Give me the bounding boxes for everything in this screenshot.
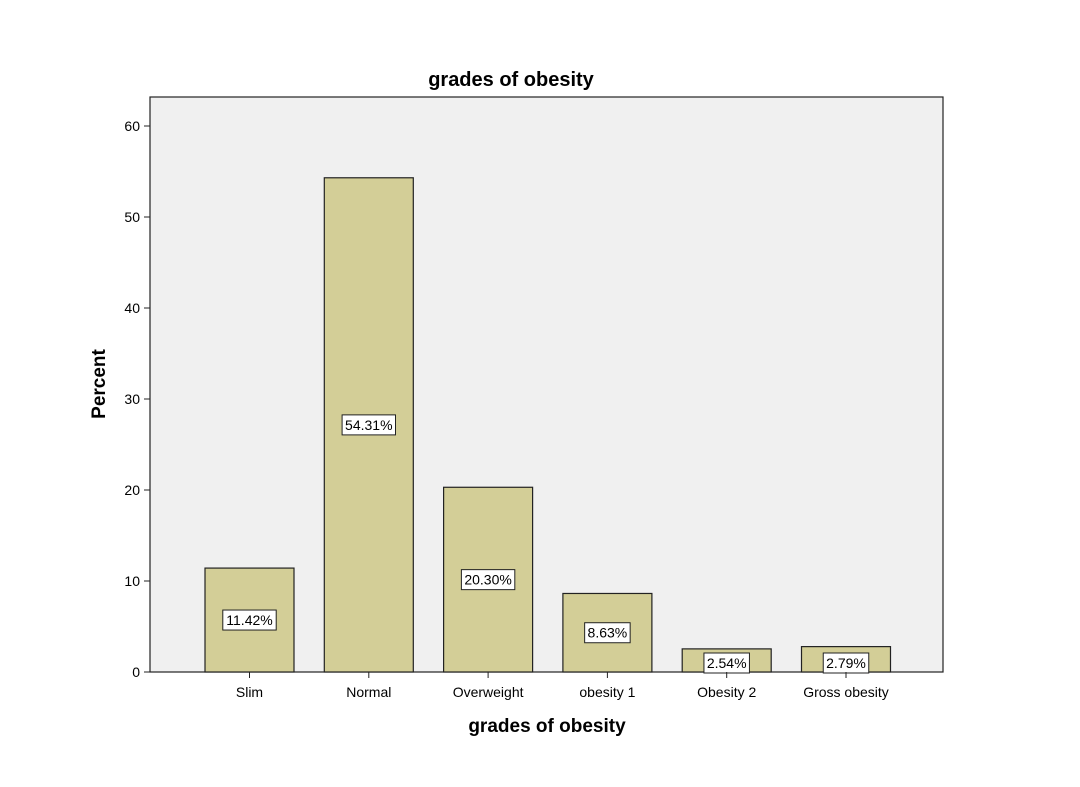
data-label-box (584, 622, 631, 644)
data-label: 2.79% (826, 655, 866, 671)
data-label: 54.31% (345, 417, 392, 433)
y-tick-label: 50 (124, 209, 140, 225)
data-label: 20.30% (464, 572, 511, 588)
y-tick-label: 10 (124, 573, 140, 589)
x-tick-label: obesity 1 (579, 684, 635, 700)
x-tick-label: Gross obesity (803, 684, 889, 700)
x-tick-label: Overweight (453, 684, 524, 700)
y-tick-label: 40 (124, 300, 140, 316)
x-tick-label: Slim (236, 684, 263, 700)
x-axis-title: grades of obesity (468, 716, 626, 737)
y-tick-label: 30 (124, 391, 140, 407)
y-tick-label: 0 (132, 664, 140, 680)
data-label-box (341, 414, 397, 436)
x-tick-label: Obesity 2 (697, 684, 756, 700)
data-label: 11.42% (226, 612, 272, 628)
data-label: 8.63% (588, 625, 628, 641)
bars-group: 11.42% 54.31% 20.30% 8.63% 2.54% 2.79% (204, 177, 892, 674)
y-axis: 0 10 20 30 40 50 60 (124, 118, 150, 680)
data-label: 2.54% (707, 655, 747, 671)
data-label-box (460, 569, 516, 591)
y-tick-label: 60 (124, 118, 140, 134)
y-tick-label: 20 (124, 482, 140, 498)
x-axis: Slim Normal Overweight obesity 1 Obesity 2 Gr… (236, 672, 889, 700)
data-label-box (222, 609, 277, 631)
chart-title: grades of obesity (428, 69, 594, 91)
x-tick-label: Normal (346, 684, 391, 700)
y-axis-title: Percent (89, 348, 110, 418)
